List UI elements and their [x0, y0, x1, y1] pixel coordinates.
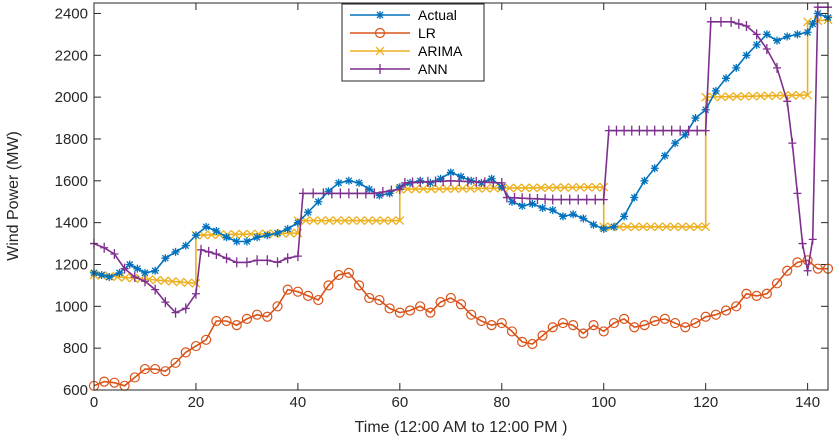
x-tick-label: 80	[493, 394, 510, 411]
actual-marker	[98, 271, 106, 279]
actual-marker	[115, 269, 123, 277]
actual-marker	[212, 227, 220, 235]
actual-marker	[702, 106, 710, 114]
actual-marker	[579, 214, 587, 222]
y-tick-label: 1000	[55, 298, 88, 315]
actual-marker	[809, 20, 817, 28]
actual-marker	[355, 179, 363, 187]
actual-marker	[661, 152, 669, 160]
actual-marker	[793, 30, 801, 38]
actual-marker	[335, 179, 343, 187]
y-tick-label: 2000	[55, 89, 88, 106]
actual-marker	[182, 242, 190, 250]
actual-marker	[753, 41, 761, 49]
actual-marker	[161, 254, 169, 262]
y-tick-label: 2200	[55, 47, 88, 64]
actual-marker	[630, 194, 638, 202]
actual-marker	[304, 208, 312, 216]
x-tick-label: 0	[90, 394, 98, 411]
actual-marker	[651, 164, 659, 172]
x-tick-label: 40	[290, 394, 307, 411]
y-tick-label: 600	[63, 382, 88, 399]
actual-marker	[691, 114, 699, 122]
actual-marker	[732, 64, 740, 72]
y-tick-label: 1600	[55, 173, 88, 190]
actual-marker	[233, 237, 241, 245]
actual-marker	[549, 206, 557, 214]
actual-marker	[641, 177, 649, 185]
actual-marker	[742, 51, 750, 59]
actual-marker	[763, 30, 771, 38]
actual-marker	[671, 139, 679, 147]
actual-marker	[141, 269, 149, 277]
x-tick-label: 60	[391, 394, 408, 411]
legend-label-arima: ARIMA	[418, 43, 463, 59]
actual-marker	[126, 260, 134, 268]
legend-label-ann: ANN	[418, 61, 448, 77]
actual-marker	[223, 233, 231, 241]
actual-marker	[712, 87, 720, 95]
actual-marker	[804, 28, 812, 36]
actual-marker	[722, 74, 730, 82]
actual-marker	[274, 229, 282, 237]
actual-marker	[783, 32, 791, 40]
x-axis-label: Time (12:00 AM to 12:00 PM )	[355, 419, 568, 436]
actual-marker	[559, 212, 567, 220]
actual-marker	[773, 37, 781, 45]
actual-marker	[600, 225, 608, 233]
actual-marker	[620, 212, 628, 220]
legend: Actual LR ARIMA ANN	[342, 4, 484, 81]
actual-marker	[457, 173, 465, 181]
actual-marker	[610, 223, 618, 231]
actual-marker	[202, 223, 210, 231]
actual-marker	[253, 233, 261, 241]
actual-marker	[133, 265, 141, 273]
actual-marker	[590, 221, 598, 229]
actual-marker	[105, 273, 113, 281]
actual-marker	[284, 225, 292, 233]
y-tick-label: 2400	[55, 5, 88, 22]
y-axis-label: Wind Power (MW)	[5, 131, 22, 261]
y-tick-label: 1400	[55, 215, 88, 232]
x-tick-label: 120	[693, 394, 718, 411]
x-tick-label: 100	[591, 394, 616, 411]
legend-marker-actual	[376, 11, 384, 19]
y-tick-label: 1800	[55, 131, 88, 148]
actual-marker	[345, 177, 353, 185]
actual-marker	[314, 198, 322, 206]
actual-marker	[243, 237, 251, 245]
y-tick-label: 800	[63, 340, 88, 357]
actual-marker	[172, 248, 180, 256]
actual-marker	[151, 267, 159, 275]
x-tick-label: 20	[188, 394, 205, 411]
actual-marker	[192, 231, 200, 239]
actual-marker	[447, 168, 455, 176]
actual-marker	[488, 175, 496, 183]
actual-marker	[263, 231, 271, 239]
legend-label-lr: LR	[418, 25, 436, 41]
legend-label-actual: Actual	[418, 7, 457, 23]
y-tick-label: 1200	[55, 256, 88, 273]
x-tick-label: 140	[795, 394, 820, 411]
actual-marker	[569, 210, 577, 218]
wind-power-chart: 0 20 40 60 80 100 120 140 600 800 1000 1200 1400 1600…	[0, 0, 837, 437]
actual-marker	[539, 204, 547, 212]
